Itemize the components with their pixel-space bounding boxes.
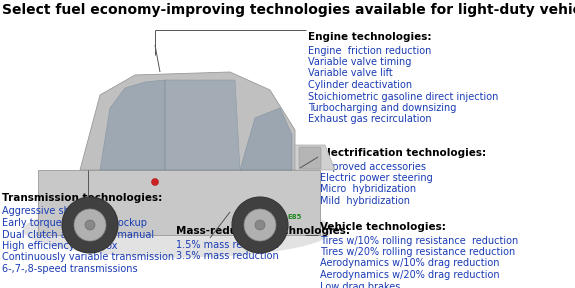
Text: Variable valve timing: Variable valve timing xyxy=(308,57,411,67)
Text: Mass-reduction technologies:: Mass-reduction technologies: xyxy=(176,226,350,236)
Text: Aerodynamics w/10% drag reduction: Aerodynamics w/10% drag reduction xyxy=(320,259,500,268)
Polygon shape xyxy=(80,72,295,170)
Circle shape xyxy=(151,179,159,185)
Circle shape xyxy=(232,197,288,253)
Text: Exhaust gas recirculation: Exhaust gas recirculation xyxy=(308,115,432,124)
Text: Aerodynamics w/20% drag reduction: Aerodynamics w/20% drag reduction xyxy=(320,270,500,280)
Text: Tires w/20% rolling resistance reduction: Tires w/20% rolling resistance reduction xyxy=(320,247,515,257)
Text: E85: E85 xyxy=(288,214,302,220)
Text: Early torque converter lockup: Early torque converter lockup xyxy=(2,218,147,228)
Circle shape xyxy=(62,197,118,253)
Text: Dual clutch automated manual: Dual clutch automated manual xyxy=(2,230,154,240)
Text: Variable valve lift: Variable valve lift xyxy=(308,69,393,79)
Text: Continuously variable transmission: Continuously variable transmission xyxy=(2,253,174,262)
Text: Turbocharging and downsizing: Turbocharging and downsizing xyxy=(308,103,457,113)
Text: Improved accessories: Improved accessories xyxy=(320,162,426,171)
Polygon shape xyxy=(295,145,335,170)
Text: Micro  hybridization: Micro hybridization xyxy=(320,185,416,194)
Text: Select fuel economy-improving technologies available for light-duty vehicles: Select fuel economy-improving technologi… xyxy=(2,3,575,17)
Text: Low drag brakes: Low drag brakes xyxy=(320,281,400,288)
Text: 6-,7-,8-speed transmissions: 6-,7-,8-speed transmissions xyxy=(2,264,137,274)
Text: Engine technologies:: Engine technologies: xyxy=(308,32,431,42)
Ellipse shape xyxy=(23,202,333,257)
Text: Cylinder deactivation: Cylinder deactivation xyxy=(308,80,412,90)
Text: Engine  friction reduction: Engine friction reduction xyxy=(308,46,431,56)
Polygon shape xyxy=(240,108,292,170)
Circle shape xyxy=(74,209,106,241)
Text: Mild  hybridization: Mild hybridization xyxy=(320,196,410,206)
Text: Aggressive shift logic: Aggressive shift logic xyxy=(2,206,106,217)
Text: High efficiency gearbox: High efficiency gearbox xyxy=(2,241,117,251)
Text: 3.5% mass reduction: 3.5% mass reduction xyxy=(176,251,279,261)
Text: Electrification technologies:: Electrification technologies: xyxy=(320,148,486,158)
Polygon shape xyxy=(100,80,165,170)
Polygon shape xyxy=(165,80,240,170)
Circle shape xyxy=(255,220,265,230)
Circle shape xyxy=(85,220,95,230)
Text: Vehicle technologies:: Vehicle technologies: xyxy=(320,222,446,232)
FancyBboxPatch shape xyxy=(299,147,321,169)
Text: 1.5% mass reduction: 1.5% mass reduction xyxy=(176,240,279,249)
Text: Transmission technologies:: Transmission technologies: xyxy=(2,193,162,203)
Text: Electric power steering: Electric power steering xyxy=(320,173,433,183)
Circle shape xyxy=(244,209,276,241)
Text: Stoichiometric gasoline direct injection: Stoichiometric gasoline direct injection xyxy=(308,92,499,101)
Text: Tires w/10% rolling resistance  reduction: Tires w/10% rolling resistance reduction xyxy=(320,236,518,245)
Polygon shape xyxy=(38,170,320,235)
